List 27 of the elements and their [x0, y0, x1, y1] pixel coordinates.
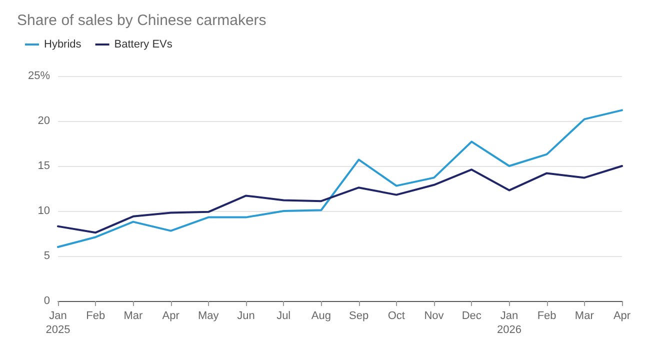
x-tick-label: Oct [388, 310, 405, 322]
y-tick-label: 0 [44, 295, 50, 307]
y-tick-label: 10 [38, 205, 50, 217]
x-tick-label: Aug [311, 310, 331, 322]
x-tick-label: Nov [424, 310, 444, 322]
y-tick-label: 25% [28, 70, 50, 82]
y-tick-label: 5 [44, 250, 50, 262]
y-tick-label: 15 [38, 160, 50, 172]
x-tick-label: Sep [349, 310, 369, 322]
x-tick-label: Feb [537, 310, 556, 322]
x-tick-label: Mar [124, 310, 144, 322]
line-series [57, 109, 623, 248]
x-tick-label: Mar [574, 310, 594, 322]
legend-label: Hybrids [44, 38, 82, 50]
chart-title: Share of sales by Chinese carmakers [17, 12, 266, 29]
x-tick-label: May [198, 310, 220, 322]
x-tick-label: Feb [86, 310, 106, 322]
line-series [57, 165, 623, 234]
x-tick-label: Dec [462, 310, 482, 322]
x-tick-label: Apr [162, 310, 180, 322]
x-tick-label: Jan 2025 [46, 310, 70, 336]
legend-label: Battery EVs [114, 38, 173, 50]
x-tick-label: Apr [613, 310, 631, 322]
x-tick-label: Jul [276, 310, 291, 322]
x-tick-label: Jun [237, 310, 255, 322]
y-tick-label: 20 [38, 115, 50, 127]
x-tick-label: Jan 2026 [496, 310, 522, 336]
